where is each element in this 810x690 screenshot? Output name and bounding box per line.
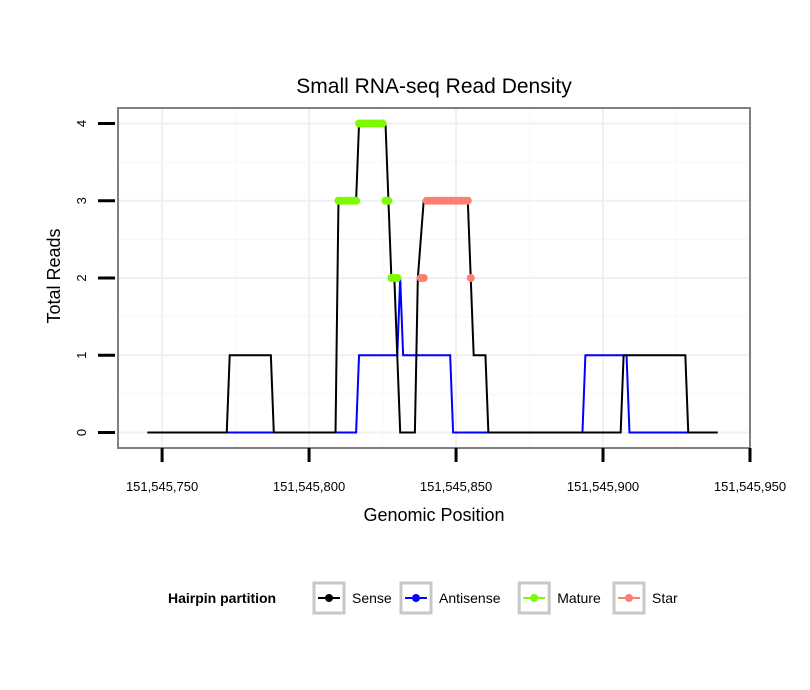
- data-point-mature: [384, 196, 393, 205]
- legend-item-mature: Mature: [517, 581, 601, 615]
- y-axis-title: Total Reads: [44, 228, 64, 323]
- x-axis-title: Genomic Position: [363, 505, 504, 525]
- points-layer: [334, 119, 475, 282]
- y-tick-label: 2: [74, 274, 89, 281]
- x-tick-label: 151,545,850: [420, 479, 492, 494]
- legend-key-dot: [625, 594, 633, 602]
- x-tick-label: 151,545,950: [714, 479, 786, 494]
- legend: Hairpin partition Sense Antisense Mature St…: [168, 581, 678, 615]
- x-tick-label: 151,545,800: [273, 479, 345, 494]
- data-point-mature: [393, 274, 402, 282]
- legend-label: Antisense: [439, 590, 501, 606]
- y-tick-label: 3: [74, 197, 89, 204]
- y-tick-label: 1: [74, 352, 89, 359]
- data-point-mature: [352, 196, 361, 205]
- legend-item-sense: Sense: [312, 581, 392, 615]
- legend-key-dot: [325, 594, 333, 602]
- data-point-star: [463, 196, 472, 205]
- legend-label: Star: [652, 590, 678, 606]
- data-point-star: [419, 274, 428, 282]
- legend-key-dot: [530, 594, 539, 602]
- data-point-star: [466, 274, 475, 282]
- legend-title: Hairpin partition: [168, 590, 276, 606]
- plot-border: [117, 107, 751, 449]
- grid-lines: [118, 108, 751, 448]
- series-line-sense: [147, 122, 718, 434]
- x-tick-label: 151,545,900: [567, 479, 639, 494]
- data-point-mature: [378, 119, 387, 128]
- series-layer: [147, 122, 718, 434]
- y-axis: 0 1 2 3 4: [74, 120, 115, 436]
- legend-item-star: Star: [612, 581, 678, 615]
- legend-item-antisense: Antisense: [399, 581, 501, 615]
- legend-label: Sense: [352, 590, 392, 606]
- x-tick-label: 151,545,750: [126, 479, 198, 494]
- y-tick-label: 4: [74, 120, 89, 127]
- chart-title: Small RNA-seq Read Density: [296, 75, 572, 98]
- legend-label: Mature: [557, 590, 601, 606]
- legend-key-dot: [412, 594, 420, 602]
- y-tick-label: 0: [74, 429, 89, 436]
- x-axis: 151,545,750 151,545,800 151,545,850 151,545…: [126, 448, 786, 494]
